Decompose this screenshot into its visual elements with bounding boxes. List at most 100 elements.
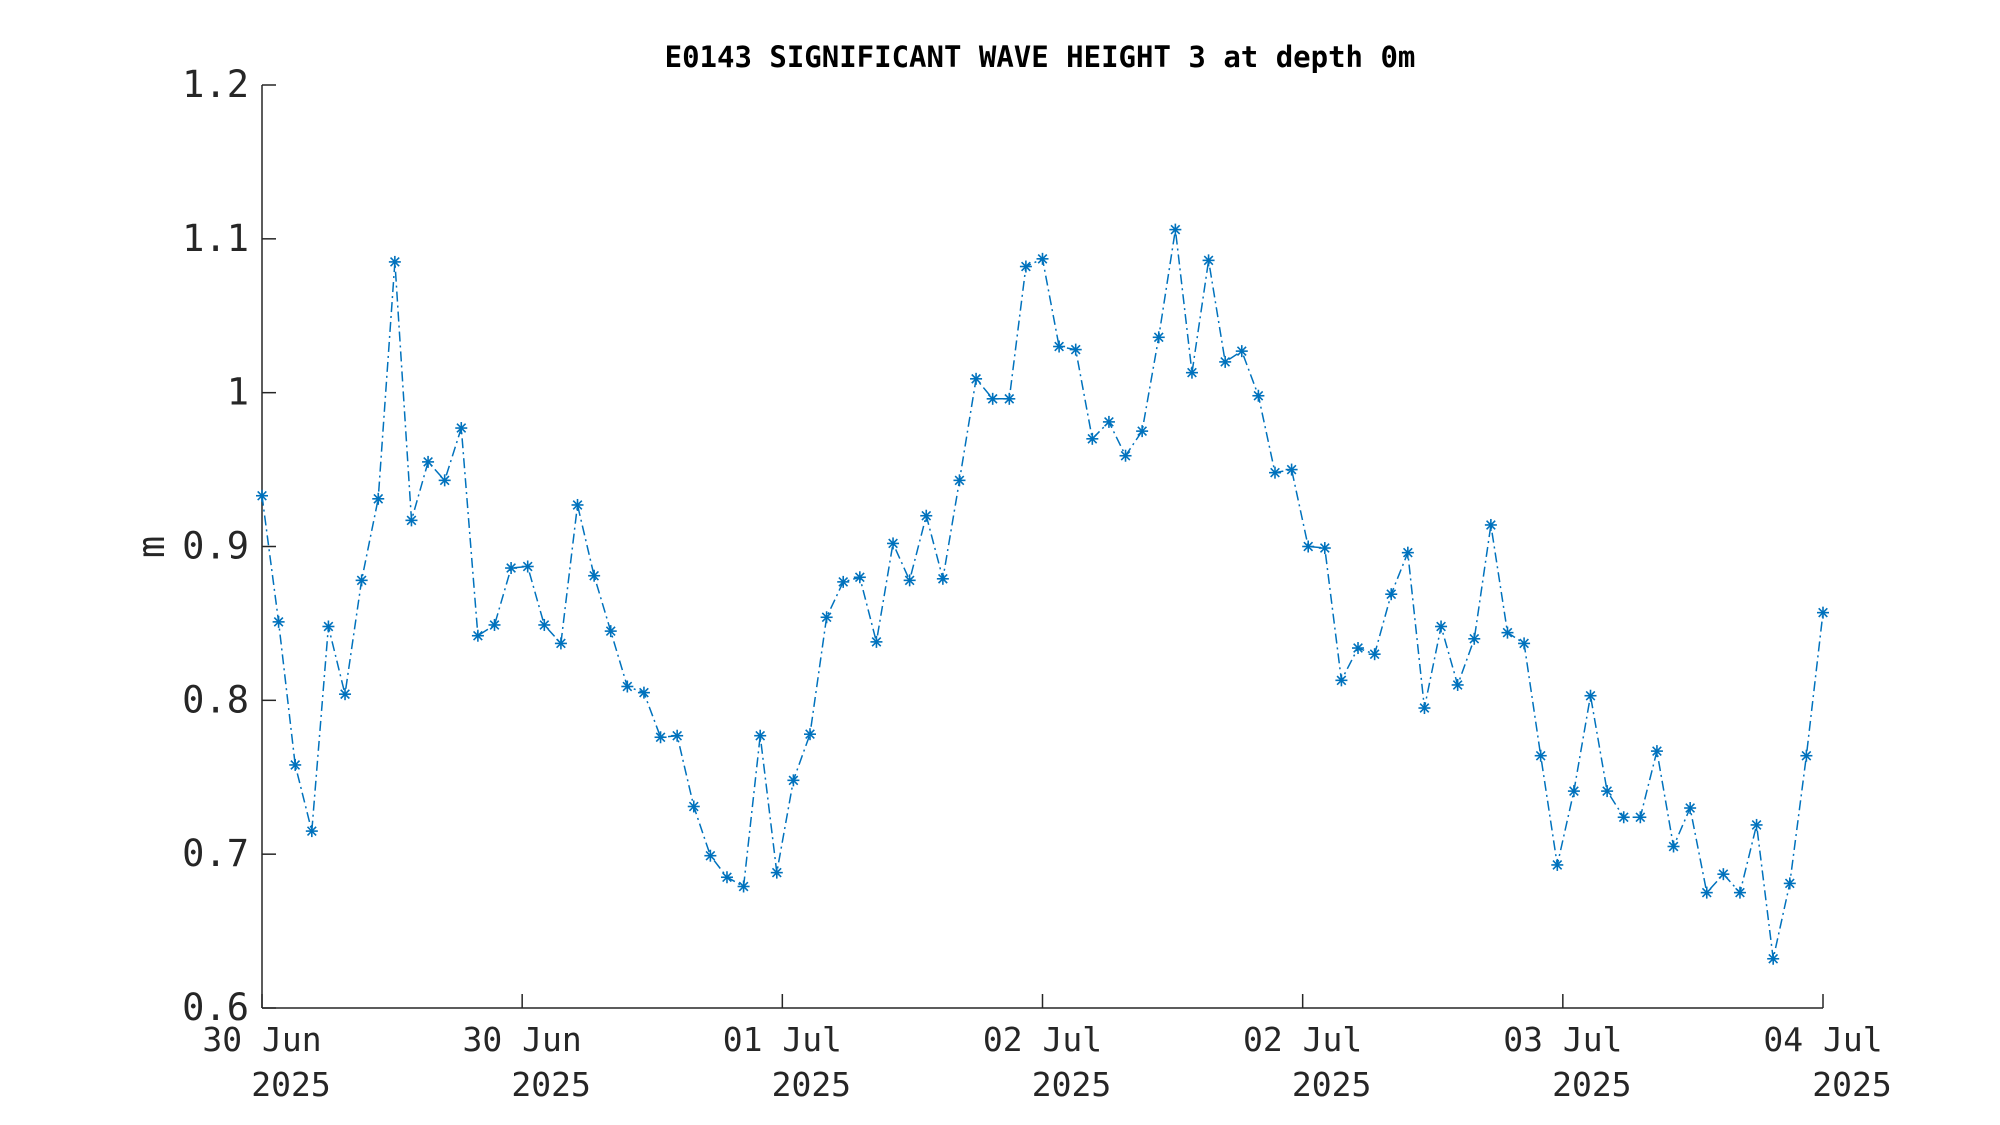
y-tick-label: 1 — [227, 371, 249, 414]
data-point — [438, 474, 451, 487]
x-tick-label-date: 03 Jul — [1503, 1020, 1622, 1059]
data-point — [903, 574, 916, 587]
data-point — [505, 562, 518, 575]
x-tick-label-date: 04 Jul — [1763, 1020, 1882, 1059]
x-tick-label-year: 2025 — [1032, 1065, 1111, 1104]
data-point — [870, 635, 883, 648]
data-point — [720, 871, 733, 884]
data-point — [1767, 952, 1780, 965]
data-point — [1036, 252, 1049, 265]
data-point — [770, 866, 783, 879]
data-point — [1817, 606, 1829, 619]
data-point — [256, 489, 268, 502]
x-tick-label-date: 30 Jun — [202, 1020, 321, 1059]
data-point — [1102, 415, 1115, 428]
data-point — [1717, 868, 1730, 881]
data-point — [1069, 343, 1082, 356]
x-tick-label-year: 2025 — [1812, 1065, 1891, 1104]
data-point — [737, 880, 750, 893]
data-point — [1053, 340, 1066, 353]
x-tick-label-year: 2025 — [1292, 1065, 1371, 1104]
data-point — [621, 680, 634, 693]
data-point — [1318, 542, 1331, 555]
data-point — [1136, 425, 1149, 438]
data-point — [1152, 331, 1165, 344]
x-tick-label-year: 2025 — [511, 1065, 590, 1104]
data-point — [588, 569, 601, 582]
data-point — [837, 575, 850, 588]
data-point — [1451, 678, 1464, 691]
data-point — [853, 571, 866, 584]
data-point — [1551, 858, 1564, 871]
data-point — [1219, 355, 1232, 368]
data-point — [1202, 254, 1215, 267]
data-point — [754, 729, 767, 742]
data-point — [1252, 389, 1265, 402]
data-point — [1003, 392, 1016, 405]
series-line — [261, 229, 1824, 959]
y-tick-label: 0.9 — [182, 525, 249, 568]
data-point — [920, 509, 933, 522]
data-point — [289, 758, 302, 771]
data-point — [1501, 626, 1514, 639]
data-point — [936, 572, 949, 585]
data-point — [554, 637, 567, 650]
data-point — [1700, 886, 1713, 899]
series-markers — [256, 223, 1829, 965]
data-point — [887, 537, 900, 550]
chart-title: E0143 SIGNIFICANT WAVE HEIGHT 3 at depth… — [665, 40, 1416, 74]
y-tick-label: 0.6 — [182, 986, 249, 1029]
data-point — [1335, 674, 1348, 687]
x-tick-label-year: 2025 — [1552, 1065, 1631, 1104]
data-point — [1368, 648, 1381, 661]
x-tick-label-date: 02 Jul — [983, 1020, 1102, 1059]
data-point — [1119, 449, 1132, 462]
data-point — [1684, 802, 1697, 815]
data-point — [654, 731, 667, 744]
data-point — [1468, 632, 1481, 645]
data-point — [1601, 785, 1614, 798]
data-point — [372, 492, 385, 505]
y-tick-label: 1.1 — [182, 217, 249, 260]
data-point — [571, 498, 584, 511]
data-point — [953, 474, 966, 487]
data-point — [1567, 785, 1580, 798]
data-point — [1418, 702, 1431, 715]
data-point — [1352, 642, 1365, 655]
x-tick-label-year: 2025 — [772, 1065, 851, 1104]
data-point — [1534, 749, 1547, 762]
data-point — [1617, 811, 1630, 824]
data-point — [1086, 432, 1099, 445]
data-point — [1169, 223, 1182, 236]
data-point — [637, 686, 650, 699]
y-tick-label: 0.7 — [182, 832, 249, 875]
data-point — [1302, 540, 1315, 553]
data-point — [488, 618, 501, 631]
data-point — [820, 611, 833, 624]
data-point — [471, 629, 484, 642]
data-point — [1401, 546, 1414, 559]
data-point — [1667, 840, 1680, 853]
data-point — [687, 800, 700, 813]
data-point — [521, 560, 534, 573]
axes — [261, 85, 1823, 1009]
data-point — [422, 455, 435, 468]
data-point — [1800, 749, 1813, 762]
data-point — [1650, 745, 1663, 758]
data-point — [1733, 886, 1746, 899]
data-point — [1484, 518, 1497, 531]
data-point — [1385, 588, 1398, 601]
y-tick-label: 1.2 — [182, 63, 249, 106]
y-tick-label: 0.8 — [182, 678, 249, 721]
y-axis-ticks: 0.6 0.7 0.8 0.9 1 1.1 1.2 — [182, 63, 276, 1029]
data-point — [1019, 260, 1032, 273]
data-point — [355, 574, 368, 587]
data-point — [1518, 637, 1531, 650]
data-point — [1783, 877, 1796, 890]
x-tick-label-date: 01 Jul — [723, 1020, 842, 1059]
data-point — [388, 255, 401, 268]
data-point — [1435, 620, 1448, 633]
data-point — [405, 514, 418, 527]
data-point — [339, 688, 352, 701]
